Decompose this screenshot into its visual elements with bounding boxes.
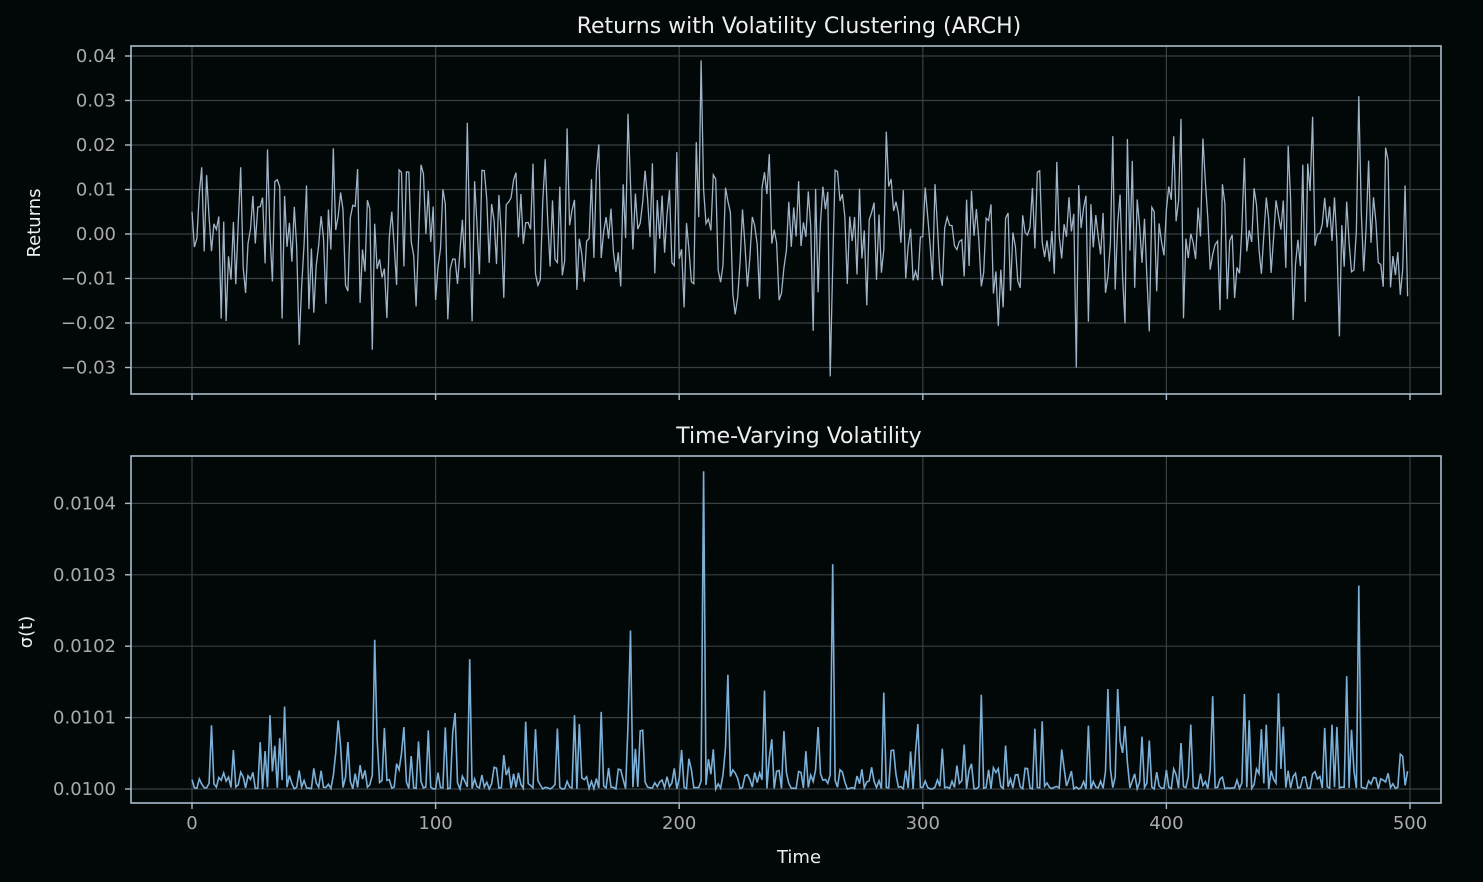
- x-axis-label: Time: [776, 847, 821, 868]
- y-tick-label: 0.03: [76, 91, 116, 112]
- y-tick-label: 0.04: [76, 46, 116, 67]
- x-tick-label: 300: [906, 813, 940, 834]
- y-tick-label: −0.03: [61, 358, 116, 379]
- y-tick-label: −0.02: [61, 313, 116, 334]
- x-tick-label: 500: [1393, 813, 1427, 834]
- x-tick-label: 0: [186, 813, 197, 834]
- volatility-plot-frame: [130, 455, 1442, 804]
- returns-subplot: Returns with Volatility Clustering (ARCH…: [24, 14, 1442, 400]
- returns-line: [191, 60, 1409, 377]
- returns-chart-title: Returns with Volatility Clustering (ARCH…: [577, 14, 1022, 39]
- returns-y-axis-label: Returns: [24, 188, 45, 257]
- y-tick-label: 0.00: [76, 224, 116, 245]
- y-tick-label: 0.0104: [53, 493, 116, 514]
- y-tick-label: 0.0101: [53, 708, 116, 729]
- volatility-y-axis: 0.0104 0.0103 0.0102 0.0101 0.0100: [53, 493, 131, 800]
- y-tick-label: −0.01: [61, 269, 116, 290]
- returns-plot-frame: [130, 45, 1442, 395]
- x-tick-label: 400: [1149, 813, 1183, 834]
- returns-y-axis: 0.04 0.03 0.02 0.01 0.00 −0.01 −0.02 −0.03: [61, 46, 131, 379]
- x-tick-label: 200: [662, 813, 696, 834]
- volatility-chart-title: Time-Varying Volatility: [675, 424, 921, 449]
- volatility-subplot: Time-Varying Volatility 0.01040.01030.01…: [16, 424, 1442, 868]
- volatility-line: [191, 471, 1409, 793]
- y-tick-label: 0.0103: [53, 565, 116, 586]
- returns-x-axis: [191, 394, 1411, 400]
- y-tick-label: 0.02: [76, 135, 116, 156]
- x-tick-label: 100: [418, 813, 452, 834]
- volatility-x-axis: 0 100 200 300 400 500: [186, 803, 1427, 834]
- y-tick-label: 0.0102: [53, 636, 116, 657]
- volatility-y-axis-label: σ(t): [16, 616, 37, 649]
- volatility-gridlines: [131, 456, 1441, 803]
- y-tick-label: 0.01: [76, 180, 116, 201]
- y-tick-label: 0.0100: [53, 779, 116, 800]
